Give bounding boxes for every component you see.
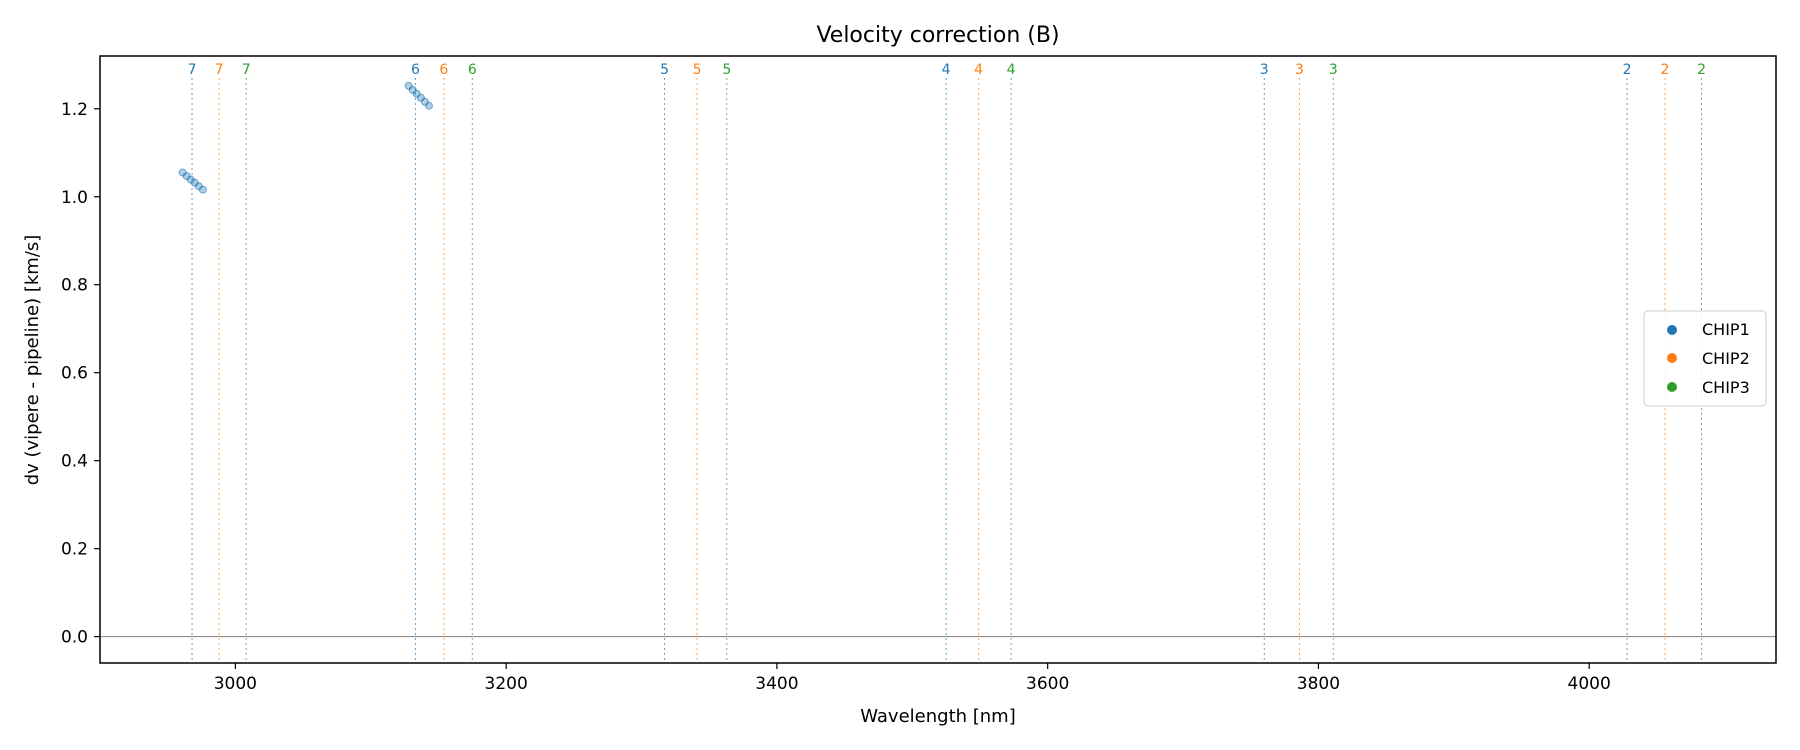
y-tick-label: 1.2 xyxy=(61,100,88,120)
legend-label-chip2: CHIP2 xyxy=(1702,349,1750,368)
order-marker-label: 2 xyxy=(1661,62,1670,78)
order-marker-label: 7 xyxy=(242,62,251,78)
x-tick-label: 3000 xyxy=(214,674,257,694)
plot-frame xyxy=(99,55,1777,664)
y-tick-label: 1.0 xyxy=(61,188,88,208)
y-axis-label: dv (vipere - pipeline) [km/s] xyxy=(22,235,43,486)
legend: CHIP1 CHIP2 CHIP3 xyxy=(1643,310,1767,407)
legend-box xyxy=(1643,310,1767,407)
order-marker-label: 5 xyxy=(722,62,731,78)
x-tick-label: 3200 xyxy=(485,674,528,694)
order-marker-label: 7 xyxy=(215,62,224,78)
y-tick-label: 0.2 xyxy=(61,540,88,560)
x-tick-label: 4000 xyxy=(1568,674,1611,694)
scatter-points xyxy=(178,81,433,194)
legend-marker-chip1 xyxy=(1667,325,1677,335)
x-tick-label: 3400 xyxy=(755,674,798,694)
y-tick-label: 0.0 xyxy=(61,628,88,648)
order-marker-label: 2 xyxy=(1697,62,1706,78)
legend-marker-chip3 xyxy=(1667,382,1677,392)
order-marker-label: 4 xyxy=(1007,62,1016,78)
order-marker-label: 4 xyxy=(974,62,983,78)
x-axis-ticks: 3000 3200 3400 3600 3800 4000 xyxy=(214,663,1611,694)
legend-label-chip1: CHIP1 xyxy=(1702,320,1750,339)
order-marker-label: 5 xyxy=(660,62,669,78)
order-marker-label: 7 xyxy=(188,62,197,78)
order-marker-label: 4 xyxy=(942,62,951,78)
chart-title: Velocity correction (B) xyxy=(816,23,1059,48)
y-tick-label: 0.6 xyxy=(61,364,88,384)
x-tick-label: 3600 xyxy=(1026,674,1069,694)
legend-marker-chip2 xyxy=(1667,353,1677,363)
y-axis-ticks: 0.0 0.2 0.4 0.6 0.8 1.0 1.2 xyxy=(61,100,100,648)
x-tick-label: 3800 xyxy=(1297,674,1340,694)
order-marker-label: 6 xyxy=(411,62,420,78)
x-axis-label: Wavelength [nm] xyxy=(860,706,1016,727)
data-point xyxy=(424,101,433,110)
order-marker-label: 3 xyxy=(1260,62,1269,78)
order-marker-lines xyxy=(191,78,1703,663)
data-point xyxy=(198,185,207,194)
order-marker-label: 3 xyxy=(1329,62,1338,78)
y-tick-label: 0.8 xyxy=(61,276,88,296)
order-marker-label: 5 xyxy=(693,62,702,78)
order-marker-labels: 7 7 7 6 6 6 5 5 5 4 4 4 3 3 3 2 2 2 xyxy=(188,62,1706,78)
order-marker-label: 2 xyxy=(1623,62,1632,78)
legend-label-chip3: CHIP3 xyxy=(1702,378,1750,397)
order-marker-label: 6 xyxy=(439,62,448,78)
y-tick-label: 0.4 xyxy=(61,452,88,472)
order-marker-label: 6 xyxy=(468,62,477,78)
order-marker-label: 3 xyxy=(1295,62,1304,78)
